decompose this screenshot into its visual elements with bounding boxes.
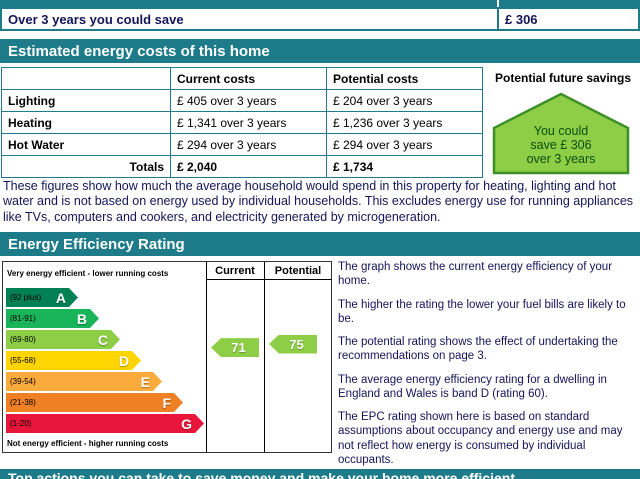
epc-band-f: (21-38) F bbox=[6, 393, 183, 412]
current-costs-header: Current costs bbox=[170, 67, 327, 90]
costs-note: These figures show how much the average … bbox=[3, 179, 634, 224]
band-range-label: (55-68) bbox=[10, 356, 36, 365]
table-row-totals: Totals £ 2,040 £ 1,734 bbox=[1, 155, 483, 178]
band-range-label: (39-54) bbox=[10, 377, 36, 386]
row-label-hot-water: Hot Water bbox=[1, 133, 171, 156]
table-row-heating: Heating £ 1,341 over 3 years £ 1,236 ove… bbox=[1, 111, 483, 134]
rating-note-assumptions: The EPC rating shown here is based on st… bbox=[338, 411, 623, 466]
band-range-label: (69-80) bbox=[10, 335, 36, 344]
three-year-savings-banner: Over 3 years you could save £ 306 bbox=[0, 7, 640, 31]
chart-column-divider bbox=[264, 262, 265, 452]
rating-note-bills: The higher the rating the lower your fue… bbox=[338, 298, 626, 325]
costs-table-area: Current costs Potential costs Lighting £… bbox=[1, 67, 639, 178]
heating-current-cost: £ 1,341 over 3 years bbox=[170, 111, 327, 134]
actions-section-title: Top actions you can take to save money a… bbox=[8, 470, 515, 479]
rating-notes: The graph shows the current energy effic… bbox=[338, 260, 638, 476]
chart-header-underline bbox=[206, 279, 332, 280]
chart-top-label: Very energy efficient - lower running co… bbox=[7, 269, 169, 278]
rating-note-average: The average energy efficiency rating for… bbox=[338, 373, 607, 400]
clipped-header-strip bbox=[0, 0, 640, 7]
rating-section-header: Energy Efficiency Rating bbox=[0, 232, 640, 256]
rating-note-potential: The potential rating shows the effect of… bbox=[338, 336, 618, 363]
hot-water-current-cost: £ 294 over 3 years bbox=[170, 133, 327, 156]
costs-table-header-row: Current costs Potential costs bbox=[1, 67, 483, 90]
costs-table: Current costs Potential costs Lighting £… bbox=[1, 67, 483, 178]
hot-water-potential-cost: £ 294 over 3 years bbox=[326, 133, 483, 156]
epc-band-c: (69-80) C bbox=[6, 330, 120, 349]
lighting-potential-cost: £ 204 over 3 years bbox=[326, 89, 483, 112]
savings-banner-value: £ 306 bbox=[497, 7, 640, 31]
potential-costs-header: Potential costs bbox=[326, 67, 483, 90]
band-letter: A bbox=[55, 289, 66, 306]
clipped-header-strip-left bbox=[0, 0, 497, 7]
up-arrow-icon bbox=[492, 92, 630, 175]
epc-rating-chart: Current Potential Very energy efficient … bbox=[2, 261, 332, 453]
lighting-current-cost: £ 405 over 3 years bbox=[170, 89, 327, 112]
band-letter: B bbox=[76, 310, 87, 327]
rating-note-graph: The graph shows the current energy effic… bbox=[338, 261, 613, 288]
epc-band-a: (92 plus) A bbox=[6, 288, 78, 307]
totals-label: Totals bbox=[1, 155, 171, 178]
band-letter: E bbox=[140, 373, 150, 390]
band-range-label: (21-38) bbox=[10, 398, 36, 407]
totals-current: £ 2,040 bbox=[170, 155, 327, 178]
band-letter: F bbox=[162, 394, 171, 411]
chart-column-divider bbox=[206, 262, 207, 452]
heating-potential-cost: £ 1,236 over 3 years bbox=[326, 111, 483, 134]
band-letter: G bbox=[181, 415, 192, 432]
band-range-label: (1-20) bbox=[10, 419, 32, 428]
band-range-label: (92 plus) bbox=[10, 293, 42, 302]
band-letter: D bbox=[118, 352, 129, 369]
band-range-label: (81-91) bbox=[10, 314, 36, 323]
future-savings-header: Potential future savings bbox=[494, 71, 632, 85]
savings-callout-arrow: You could save £ 306 over 3 years bbox=[491, 91, 631, 175]
epc-band-d: (55-68) D bbox=[6, 351, 141, 370]
chart-bottom-label: Not energy efficient - higher running co… bbox=[7, 439, 169, 448]
clipped-header-strip-right bbox=[499, 0, 640, 7]
chart-potential-column-header: Potential bbox=[274, 265, 322, 277]
totals-potential: £ 1,734 bbox=[326, 155, 483, 178]
epc-bands: (92 plus) A (81-91) B (69-80) C (55-68) D (39-54… bbox=[6, 288, 204, 435]
current-rating-arrow: 71 bbox=[211, 338, 259, 358]
band-letter: C bbox=[97, 331, 108, 348]
actions-section-header-clipped: Top actions you can take to save money a… bbox=[0, 469, 640, 479]
potential-rating-arrow: 75 bbox=[269, 334, 317, 354]
row-label-heating: Heating bbox=[1, 111, 171, 134]
table-row-lighting: Lighting £ 405 over 3 years £ 204 over 3… bbox=[1, 89, 483, 112]
potential-future-savings-column: Potential future savings You could save … bbox=[487, 67, 639, 175]
savings-callout-text: You could save £ 306 over 3 years bbox=[526, 124, 596, 166]
epc-band-b: (81-91) B bbox=[6, 309, 99, 328]
epc-band-g: (1-20) G bbox=[6, 414, 204, 433]
table-row-hot-water: Hot Water £ 294 over 3 years £ 294 over … bbox=[1, 133, 483, 156]
chart-current-column-header: Current bbox=[215, 265, 255, 277]
savings-banner-label: Over 3 years you could save bbox=[0, 7, 499, 31]
row-label-lighting: Lighting bbox=[1, 89, 171, 112]
costs-header-blank-cell bbox=[1, 67, 171, 90]
epc-band-e: (39-54) E bbox=[6, 372, 162, 391]
costs-section-header: Estimated energy costs of this home bbox=[0, 39, 640, 63]
